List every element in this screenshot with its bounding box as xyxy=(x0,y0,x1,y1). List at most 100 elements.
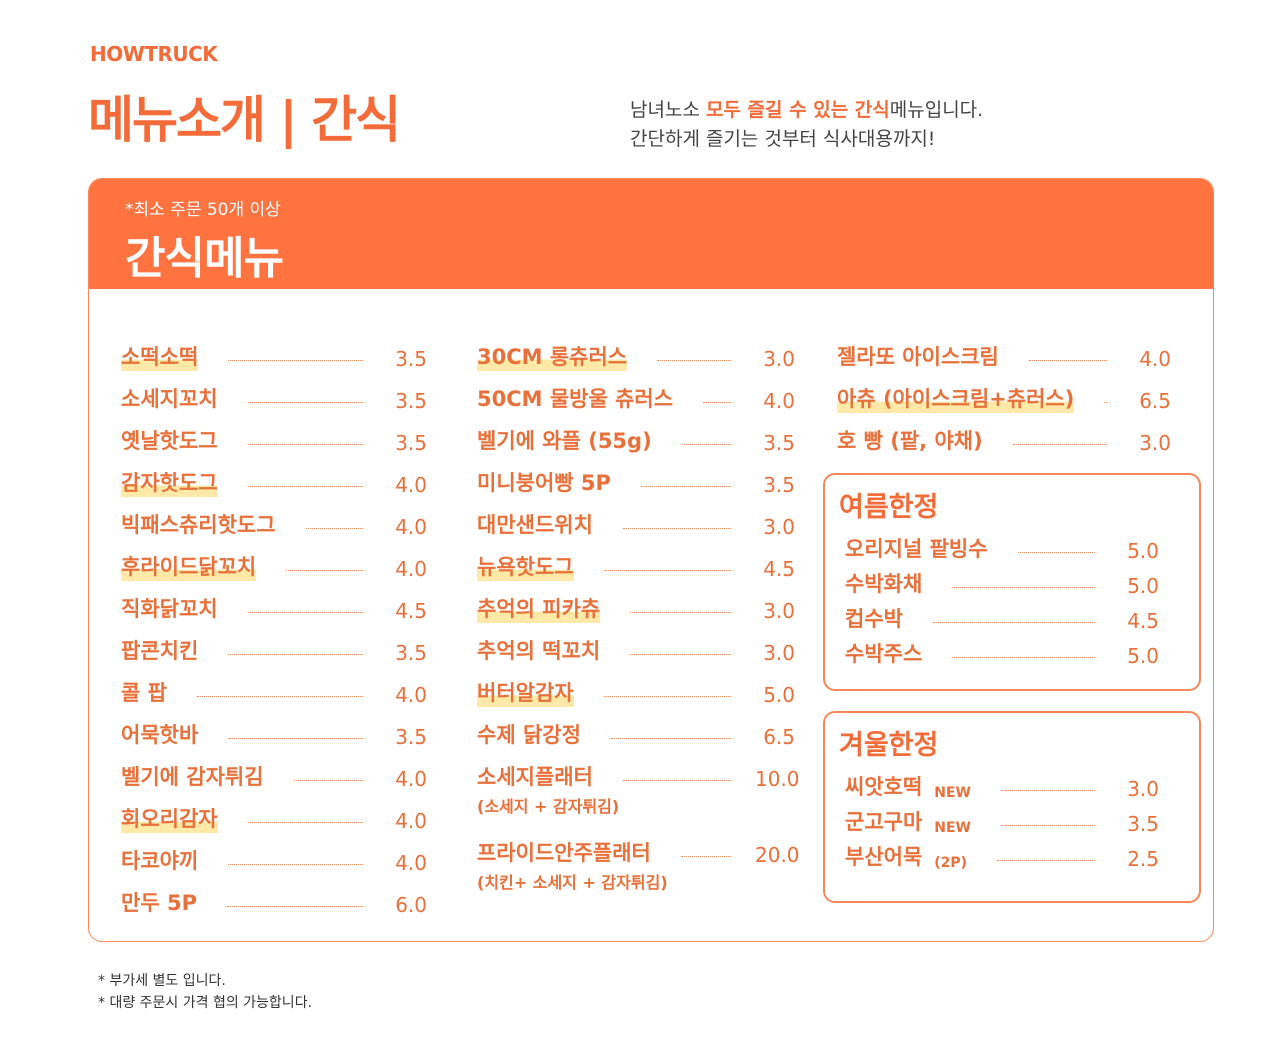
item-name: 프라이드안주플래터 xyxy=(477,841,651,865)
item-name: 추억의 떡꼬치 xyxy=(477,639,601,663)
menu-item: 부산어묵 (2P) 2.5 xyxy=(839,836,1199,871)
item-price: 5.0 xyxy=(1127,574,1159,598)
item-name: 직화닭꼬치 xyxy=(121,597,218,621)
item-price: 4.0 xyxy=(395,683,427,707)
menu-header: *최소 주문 50개 이상 간식메뉴 xyxy=(89,179,1213,289)
intro-1a: 남녀노소 xyxy=(630,99,706,121)
item-name: 컵수박 xyxy=(845,607,903,631)
item-price: 6.5 xyxy=(1139,389,1171,413)
item-price: 3.5 xyxy=(395,641,427,665)
menu-item: 소떡소떡 3.5 xyxy=(121,329,427,371)
item-name: 벨기에 감자튀김 xyxy=(121,765,264,789)
menu-item: 추억의 피카츄 3.0 xyxy=(477,581,795,623)
menu-item: 팝콘치킨 3.5 xyxy=(121,623,427,665)
item-subtext: (소세지 + 감자튀김) xyxy=(477,797,620,816)
dotted-leader xyxy=(703,402,731,403)
dotted-leader xyxy=(1001,790,1095,791)
menu-item: 콜 팝 4.0 xyxy=(121,665,427,707)
menu-item: 젤라또 아이스크림 4.0 xyxy=(837,329,1171,371)
page-title: 메뉴소개 | 간식 xyxy=(88,91,401,149)
dotted-leader xyxy=(247,822,363,823)
intro-1c: 메뉴입니다. xyxy=(889,99,984,121)
item-price: 5.0 xyxy=(1127,539,1159,563)
item-name: 수박화채 xyxy=(845,572,923,596)
menu-item: 빅패스츄리핫도그 4.0 xyxy=(121,497,427,539)
item-name: 수제 닭강정 xyxy=(477,723,581,747)
winter-limited-box: 겨울한정 씨앗호떡 NEW 3.0 군고구마 NEW 3.5 부산어묵 (2P) 2.5 xyxy=(823,711,1201,903)
item-name: 타코야끼 xyxy=(121,849,199,873)
item-price: 3.0 xyxy=(763,347,795,371)
winter-title: 겨울한정 xyxy=(839,730,939,761)
item-subtext: (치킨+ 소세지 + 감자튀김) xyxy=(477,873,668,892)
dotted-leader xyxy=(630,612,731,613)
menu-item: 소세지꼬치 3.5 xyxy=(121,371,427,413)
item-price: 4.0 xyxy=(395,851,427,875)
dotted-leader xyxy=(228,738,363,739)
item-price: 4.5 xyxy=(1127,609,1159,633)
dotted-leader xyxy=(247,444,363,445)
dotted-leader xyxy=(1104,402,1107,403)
item-price: 4.0 xyxy=(395,473,427,497)
menu-item: 오리지널 팥빙수 5.0 xyxy=(839,528,1199,563)
item-name: 군고구마 xyxy=(845,810,923,834)
dotted-leader xyxy=(305,528,363,529)
dotted-leader xyxy=(293,780,363,781)
item-tag: NEW xyxy=(934,820,972,836)
item-price: 3.0 xyxy=(763,599,795,623)
menu-item: 벨기에 감자튀김 4.0 xyxy=(121,749,427,791)
item-name: 버터알감자 xyxy=(477,677,574,707)
dotted-leader xyxy=(247,612,363,613)
item-name: 50CM 물방울 츄러스 xyxy=(477,387,674,411)
dotted-leader xyxy=(1012,444,1107,445)
menu-item: 어묵핫바 3.5 xyxy=(121,707,427,749)
item-price: 5.0 xyxy=(763,683,795,707)
item-price: 3.0 xyxy=(763,641,795,665)
menu-item: 직화닭꼬치 4.5 xyxy=(121,581,427,623)
summer-title: 여름한정 xyxy=(839,492,939,523)
item-price: 3.0 xyxy=(763,515,795,539)
item-name: 젤라또 아이스크림 xyxy=(837,345,999,369)
dotted-leader xyxy=(952,657,1095,658)
dotted-leader xyxy=(286,570,363,571)
menu-item: 만두 5P 6.0 xyxy=(121,875,427,917)
item-name: 소세지꼬치 xyxy=(121,387,218,411)
min-order-note: *최소 주문 50개 이상 xyxy=(125,200,281,220)
menu-item: 수제 닭강정 6.5 xyxy=(477,707,795,749)
item-price: 4.0 xyxy=(763,389,795,413)
footnote: * 대량 주문시 가격 협의 가능합니다. xyxy=(98,995,313,1011)
item-name: 감자핫도그 xyxy=(121,467,218,497)
footnote: * 부가세 별도 입니다. xyxy=(98,973,226,989)
item-price: 10.0 xyxy=(755,767,800,791)
intro-1b: 모두 즐길 수 있는 간식 xyxy=(705,99,890,121)
item-name: 옛날핫도그 xyxy=(121,429,218,453)
menu-item: 미니붕어빵 5P 3.5 xyxy=(477,455,795,497)
item-name: 회오리감자 xyxy=(121,803,218,833)
menu-item: 수박화채 5.0 xyxy=(839,563,1199,598)
menu-item: 호 빵 (팥, 야채) 3.0 xyxy=(837,413,1171,455)
menu-item: 추억의 떡꼬치 3.0 xyxy=(477,623,795,665)
dotted-leader xyxy=(228,360,363,361)
dotted-leader xyxy=(603,570,731,571)
dotted-leader xyxy=(247,486,363,487)
menu-item: 군고구마 NEW 3.5 xyxy=(839,801,1199,836)
dotted-leader xyxy=(196,696,363,697)
dotted-leader xyxy=(610,738,731,739)
menu-item: 뉴욕핫도그 4.5 xyxy=(477,539,795,581)
item-name: 씨앗호떡 xyxy=(845,775,923,799)
item-price: 4.0 xyxy=(395,809,427,833)
item-price: 4.0 xyxy=(395,557,427,581)
item-price: 6.5 xyxy=(763,725,795,749)
item-name: 대만샌드위치 xyxy=(477,513,593,537)
item-name: 만두 5P xyxy=(121,891,197,915)
menu-item: 수박주스 5.0 xyxy=(839,633,1199,668)
item-price: 3.5 xyxy=(395,431,427,455)
menu-column-3: 젤라또 아이스크림 4.0 아츄 (아이스크림+츄러스) 6.5 호 빵 (팥, 야채)… xyxy=(837,329,1171,455)
dotted-leader xyxy=(622,780,731,781)
item-name: 오리지널 팥빙수 xyxy=(845,537,988,561)
menu-item: 버터알감자 5.0 xyxy=(477,665,795,707)
item-price: 4.5 xyxy=(763,557,795,581)
dotted-leader xyxy=(657,360,731,361)
item-name: 미니붕어빵 5P xyxy=(477,471,611,495)
dotted-leader xyxy=(1017,552,1095,553)
intro-text: 남녀노소 모두 즐길 수 있는 간식메뉴입니다. 간단하게 즐기는 것부터 식사… xyxy=(630,96,983,154)
